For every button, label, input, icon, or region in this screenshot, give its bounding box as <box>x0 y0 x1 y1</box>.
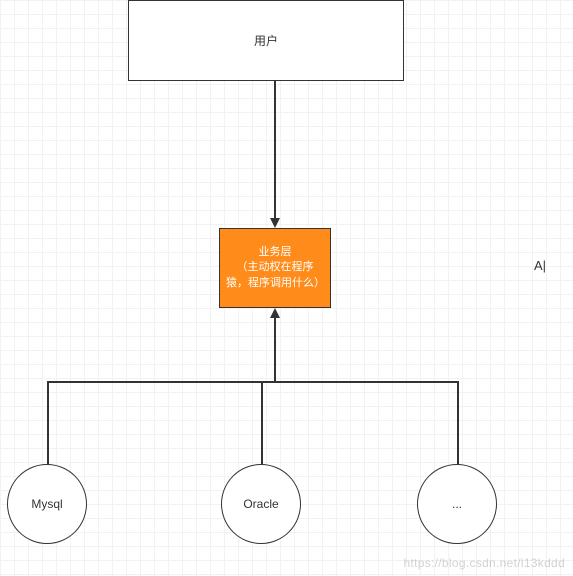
node-mysql-label: Mysql <box>31 497 62 511</box>
edge-hub-business <box>274 318 276 381</box>
node-business-label: 业务层 （主动权在程序猿，程序调用什么） <box>226 245 324 291</box>
node-user: 用户 <box>128 0 404 81</box>
node-mysql: Mysql <box>7 464 87 544</box>
node-oracle: Oracle <box>221 464 301 544</box>
watermark: https://blog.csdn.net/l13kddd <box>404 556 565 570</box>
arrow-user-business <box>270 218 280 228</box>
edge-bus-more <box>457 381 459 464</box>
edge-bus-oracle <box>261 381 263 464</box>
annotation-a-text: A| <box>534 258 546 273</box>
node-more-label: ... <box>452 497 462 511</box>
arrow-hub-business <box>270 308 280 318</box>
node-more: ... <box>417 464 497 544</box>
node-user-label: 用户 <box>254 32 278 49</box>
annotation-a: A| <box>534 258 546 273</box>
edge-bus-mysql <box>47 381 49 464</box>
node-oracle-label: Oracle <box>243 497 278 511</box>
watermark-text: https://blog.csdn.net/l13kddd <box>404 556 565 570</box>
node-business: 业务层 （主动权在程序猿，程序调用什么） <box>219 228 331 308</box>
edge-user-business <box>274 81 276 218</box>
edge-bus-horizontal <box>47 381 458 383</box>
